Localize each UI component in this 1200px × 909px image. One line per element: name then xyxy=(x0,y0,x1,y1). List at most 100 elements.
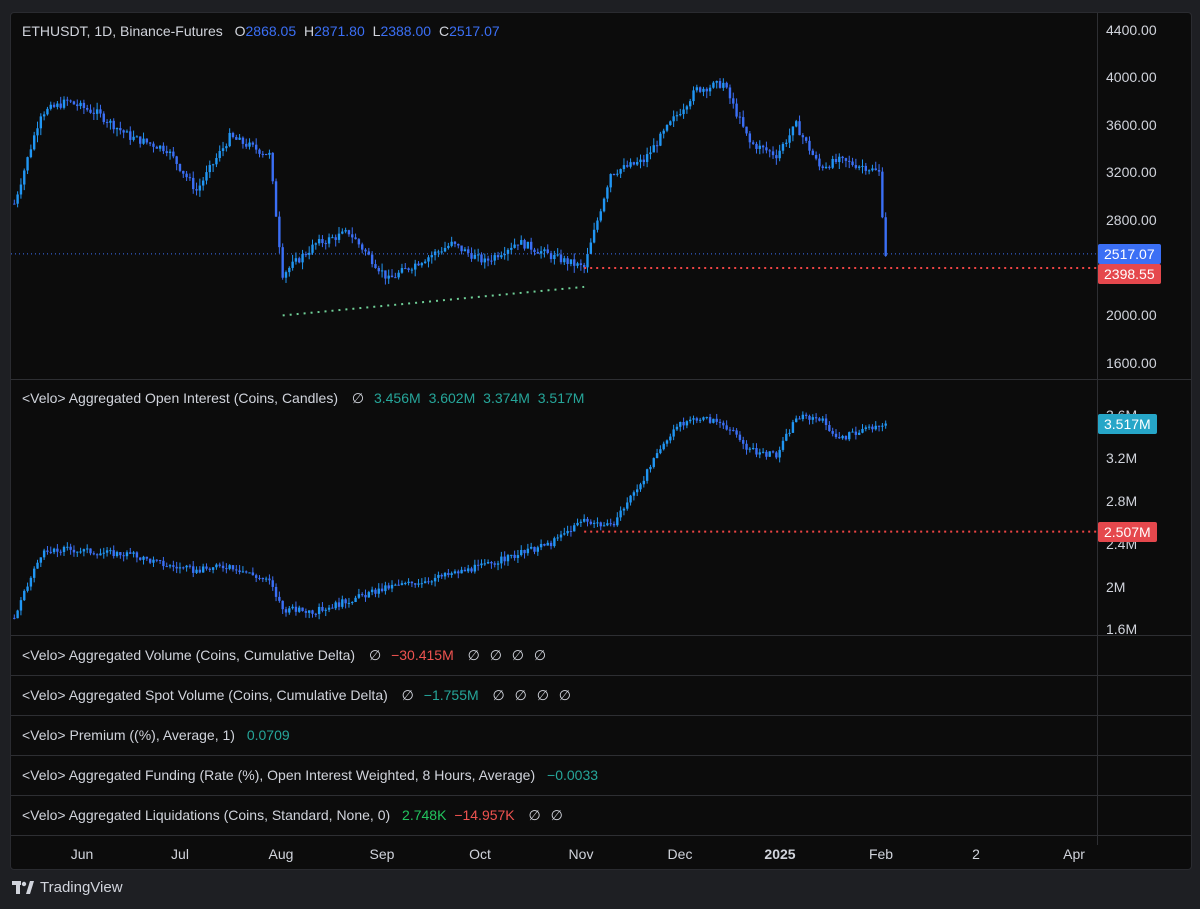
candle-body xyxy=(748,133,752,143)
candle-body xyxy=(539,251,543,254)
candle-body xyxy=(500,255,503,258)
oi-title[interactable]: <Velo> Aggregated Open Interest (Coins, … xyxy=(22,390,338,406)
pane-divider[interactable] xyxy=(11,635,1191,636)
candle-body xyxy=(195,189,198,191)
candle-body xyxy=(410,269,414,271)
candle-body xyxy=(838,437,841,439)
candle-body xyxy=(364,249,367,252)
candle-body xyxy=(46,550,49,552)
candle-body xyxy=(848,432,851,440)
candle-body xyxy=(662,443,665,450)
pane-divider[interactable] xyxy=(11,675,1191,676)
indicator-title[interactable]: <Velo> Premium ((%), Average, 1) xyxy=(22,727,235,743)
candle-body xyxy=(881,425,884,427)
candle-body xyxy=(622,508,626,511)
price-axis-label: 2000.00 xyxy=(1106,307,1157,323)
candle-body xyxy=(331,607,334,609)
candle-body xyxy=(317,606,321,615)
candle-body xyxy=(818,418,821,421)
candle-body xyxy=(172,565,175,567)
candle-body xyxy=(795,121,798,127)
candle-body xyxy=(76,551,79,553)
candle-body xyxy=(523,550,526,554)
pane-divider[interactable] xyxy=(11,755,1191,756)
pane-divider[interactable] xyxy=(11,715,1191,716)
candle-body xyxy=(685,106,689,110)
candle-body xyxy=(871,168,874,171)
candle-body xyxy=(546,542,549,546)
candle-body xyxy=(732,98,735,104)
chart-canvas[interactable] xyxy=(11,13,1097,635)
oi-current-tag: 3.517M xyxy=(1098,414,1157,434)
candle-body xyxy=(92,553,96,555)
candle-body xyxy=(476,254,480,256)
candle-body xyxy=(871,426,874,430)
candle-body xyxy=(178,567,182,569)
low-value: 2388.00 xyxy=(380,23,432,39)
candle-body xyxy=(433,251,437,256)
indicator-title[interactable]: <Velo> Aggregated Spot Volume (Coins, Cu… xyxy=(22,687,388,703)
candle-body xyxy=(877,425,881,427)
candle-body xyxy=(768,451,771,457)
high-label: H xyxy=(304,23,315,39)
candle-body xyxy=(745,126,748,134)
candle-body xyxy=(414,263,417,270)
brand-label[interactable]: TradingView xyxy=(40,879,123,896)
candle-body xyxy=(698,419,702,421)
candle-body xyxy=(516,555,520,558)
candle-body xyxy=(377,588,380,594)
candle-body xyxy=(337,602,341,607)
candle-body xyxy=(182,170,185,174)
indicator-value-2: −14.957K xyxy=(454,807,515,823)
candle-body xyxy=(235,569,238,571)
candle-body xyxy=(808,140,811,151)
candle-body xyxy=(851,161,854,166)
time-axis-label: Jun xyxy=(70,846,94,862)
candle-body xyxy=(563,258,566,263)
candle-body xyxy=(42,114,46,117)
indicator-value: −30.415M xyxy=(391,647,454,663)
pane-divider[interactable] xyxy=(11,795,1191,796)
candle-body xyxy=(483,563,486,565)
candle-body xyxy=(536,547,539,552)
candle-body xyxy=(361,244,364,250)
candle-body xyxy=(768,150,771,152)
candle-body xyxy=(602,525,606,527)
candle-body xyxy=(480,254,483,263)
candle-body xyxy=(321,606,324,611)
candle-body xyxy=(884,423,887,426)
candle-body xyxy=(824,166,828,168)
candle-body xyxy=(238,137,241,140)
candle-body xyxy=(394,277,397,279)
candle-body xyxy=(351,234,354,238)
candle-body xyxy=(251,572,255,576)
indicator-title[interactable]: <Velo> Aggregated Liquidations (Coins, S… xyxy=(22,807,391,823)
candle-body xyxy=(69,546,72,550)
symbol-label[interactable]: ETHUSDT, 1D, Binance-Futures xyxy=(22,23,223,39)
tradingview-logo-icon[interactable] xyxy=(12,880,34,895)
indicator-tail: ∅ ∅ xyxy=(528,807,563,823)
candle-body xyxy=(874,425,877,430)
candle-body xyxy=(105,121,109,123)
candle-body xyxy=(672,116,675,122)
candle-body xyxy=(311,610,314,614)
candle-body xyxy=(781,440,785,450)
indicator-tail: ∅ ∅ ∅ ∅ xyxy=(492,687,571,703)
candle-body xyxy=(46,108,49,115)
candle-body xyxy=(357,239,361,245)
candle-body xyxy=(122,555,125,557)
candle-body xyxy=(732,429,735,431)
candle-body xyxy=(354,237,357,240)
indicator-title[interactable]: <Velo> Aggregated Volume (Coins, Cumulat… xyxy=(22,647,356,663)
candle-body xyxy=(669,436,672,441)
candle-body xyxy=(231,132,235,138)
candle-body xyxy=(397,272,400,278)
indicator-title[interactable]: <Velo> Aggregated Funding (Rate (%), Ope… xyxy=(22,767,536,783)
candle-body xyxy=(831,431,834,434)
candle-body xyxy=(254,575,258,578)
candle-body xyxy=(221,565,225,569)
candle-body xyxy=(751,447,755,449)
candle-body xyxy=(23,590,26,601)
candle-body xyxy=(778,150,781,159)
pane-divider[interactable] xyxy=(11,379,1191,380)
